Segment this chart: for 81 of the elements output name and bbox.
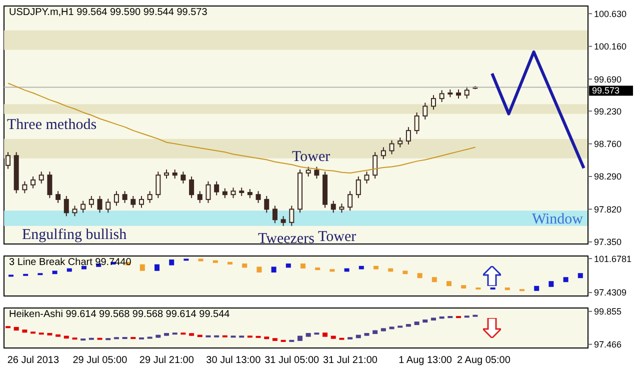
y-tick-label: 101.6781 xyxy=(594,254,632,264)
candlestick xyxy=(189,176,194,199)
annotation: Tower xyxy=(292,149,330,166)
x-tick-label: 1 Aug 13:00 xyxy=(398,355,452,366)
y-tick-label: 99.855 xyxy=(594,306,622,317)
candlestick xyxy=(464,86,470,100)
candlestick xyxy=(430,94,436,110)
candlestick xyxy=(280,216,286,226)
candlestick xyxy=(456,89,462,100)
candlestick xyxy=(22,180,28,194)
candlestick xyxy=(222,188,228,199)
band-label: Window xyxy=(532,212,584,228)
candlestick xyxy=(339,203,344,214)
candlestick xyxy=(389,140,394,155)
y-tick-label: 98.760 xyxy=(594,138,622,149)
candlestick xyxy=(138,195,144,208)
x-tick-label: 2 Aug 05:00 xyxy=(457,355,511,366)
candlestick xyxy=(97,195,102,214)
y-tick-label: 97.466 xyxy=(594,340,622,350)
candlestick xyxy=(264,195,270,214)
candlestick xyxy=(214,180,220,196)
y-tick-label: 100.160 xyxy=(594,42,627,52)
candlestick xyxy=(164,169,170,180)
candlestick xyxy=(247,188,252,199)
candlestick xyxy=(306,166,311,177)
y-tick-label: 98.290 xyxy=(594,172,622,182)
y-tick-label: 97.4309 xyxy=(594,288,627,298)
candlestick xyxy=(256,190,261,204)
candlestick xyxy=(30,176,36,189)
candlestick xyxy=(122,190,128,204)
candlestick xyxy=(156,171,161,199)
candlestick xyxy=(289,205,294,226)
candlestick xyxy=(439,90,444,103)
x-tick-label: 29 Jul 05:00 xyxy=(72,355,128,366)
y-tick-label: 99.230 xyxy=(594,106,622,116)
candlestick xyxy=(47,171,52,199)
x-tick-label: 31 Jul 21:00 xyxy=(322,355,378,366)
annotation: Three methods xyxy=(7,117,97,134)
candlestick xyxy=(364,171,370,184)
candlestick xyxy=(372,152,378,180)
candlestick xyxy=(106,198,111,214)
candlestick xyxy=(72,205,78,217)
candlestick xyxy=(206,180,211,204)
candlestick xyxy=(422,102,428,120)
ref-line-label: 99.573 xyxy=(592,86,620,96)
annotation: Tower xyxy=(318,229,356,246)
candlestick xyxy=(398,137,403,148)
candlestick xyxy=(38,171,44,184)
candlestick xyxy=(380,146,386,160)
candlestick xyxy=(356,176,361,199)
candlestick xyxy=(172,169,178,180)
candlestick xyxy=(197,190,202,204)
candlestick xyxy=(147,190,152,204)
chart-title: USDJPY.m,H1 99.564 99.590 99.544 99.573 xyxy=(9,7,208,18)
candlestick xyxy=(114,190,119,206)
candlestick xyxy=(80,200,86,214)
line-series xyxy=(490,50,586,170)
candlestick xyxy=(180,171,186,184)
candlestick xyxy=(348,190,353,212)
candlestick xyxy=(414,112,420,135)
y-tick-label: 97.820 xyxy=(594,204,622,214)
y-tick-label: 100.630 xyxy=(594,8,627,19)
x-tick-label: 31 Jul 05:00 xyxy=(264,355,320,366)
x-tick-label: 29 Jul 21:00 xyxy=(139,355,194,366)
x-tick-label: 26 Jul 2013 xyxy=(7,355,60,366)
annotation: Engulfing bullish xyxy=(22,227,127,244)
candlestick xyxy=(130,195,136,208)
candlestick xyxy=(88,195,94,208)
chart-title: Heiken-Ashi 99.614 99.568 99.568 99.614 99.544 xyxy=(9,309,230,320)
y-tick-label: 99.690 xyxy=(594,74,622,84)
candlestick xyxy=(56,190,61,204)
candlestick xyxy=(272,205,278,224)
annotation: Tweezers xyxy=(258,231,314,248)
candlestick xyxy=(64,195,69,217)
chart-title: 3 Line Break Chart 99.7440 xyxy=(9,257,132,268)
y-tick-label: 97.350 xyxy=(594,237,622,248)
candlestick xyxy=(330,200,336,214)
candlestick xyxy=(314,166,320,180)
candlestick xyxy=(406,126,411,145)
candlestick xyxy=(230,187,236,199)
x-tick-label: 30 Jul 13:00 xyxy=(206,355,262,366)
